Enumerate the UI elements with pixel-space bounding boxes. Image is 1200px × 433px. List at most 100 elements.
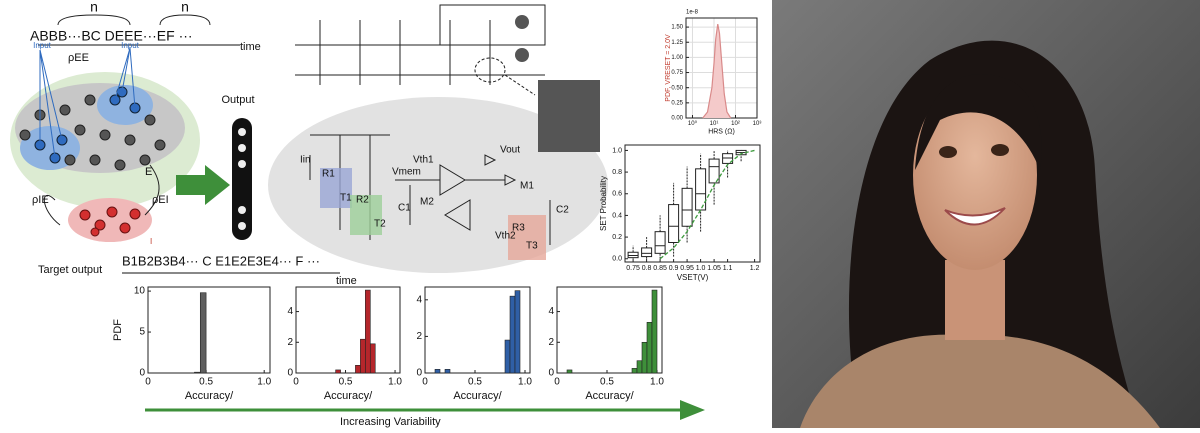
axes-frame — [624, 144, 761, 263]
box — [627, 251, 639, 259]
y-tick-label: 1.00 — [671, 55, 683, 61]
x-tick-label: 1.0 — [696, 265, 706, 272]
histogram-bar — [514, 290, 521, 374]
histogram-bar — [646, 322, 653, 374]
rho-ie-label: ρIE — [32, 194, 49, 206]
axes-frame — [424, 286, 531, 374]
circuit-label: Vth1 — [413, 155, 434, 166]
circuit-label: T2 — [374, 219, 386, 230]
box — [668, 204, 680, 243]
fit-line — [659, 149, 755, 260]
x-tick-label: 10³ — [753, 121, 762, 127]
n-label: n — [90, 0, 98, 15]
circuit-label: C2 — [556, 205, 569, 216]
output-label: Output — [221, 94, 254, 106]
x-tick-label: 0.5 — [339, 377, 353, 388]
axes-frame — [295, 286, 401, 374]
y-tick-label: 0.75 — [671, 70, 683, 76]
y-axis-label: SET Probability — [599, 176, 608, 231]
histogram-bar — [360, 338, 366, 374]
y-tick-label: 0.4 — [612, 212, 622, 219]
box — [722, 153, 734, 164]
circuit-label: M2 — [420, 197, 434, 208]
y-tick-label: 1.25 — [671, 40, 683, 46]
line — [702, 23, 732, 119]
circuit-label: Vmem — [392, 167, 421, 178]
variability-label: Increasing Variability — [340, 416, 441, 428]
circuit-label: R2 — [356, 195, 369, 206]
histogram-bar — [444, 369, 451, 374]
histogram-bar — [434, 369, 441, 374]
x-tick-label: 10² — [731, 121, 740, 127]
y-axis-label: PDF, VRESET = 2.0V — [665, 34, 672, 102]
box — [641, 247, 653, 258]
x-tick-label: 1.0 — [257, 377, 271, 388]
histogram-bar — [651, 289, 658, 374]
histogram-bar — [199, 292, 207, 374]
histogram-bar — [355, 365, 361, 374]
x-tick-label: 0.75 — [626, 265, 640, 272]
line-area — [702, 24, 731, 118]
y-tick-label: 1.0 — [612, 147, 622, 154]
histogram-bar — [335, 369, 341, 374]
histogram-bar — [369, 343, 376, 374]
circuit-label: Iin — [300, 155, 311, 166]
x-tick-label: 1.0 — [388, 377, 402, 388]
box — [654, 231, 666, 254]
n-label: n — [181, 0, 189, 15]
x-tick-label: 10⁰ — [688, 120, 698, 127]
x-tick-label: 1.2 — [750, 265, 760, 272]
x-axis-label: VSET(V) — [677, 273, 709, 282]
histogram-bar — [641, 341, 648, 374]
histogram-bar — [504, 339, 511, 374]
input-label: Input — [33, 41, 52, 50]
y-tick-label: 2 — [416, 331, 422, 342]
histogram-bar — [194, 371, 201, 374]
y-tick-label: 4 — [287, 306, 293, 317]
portrait-photo — [772, 0, 1200, 428]
x-tick-label: 0.5 — [600, 377, 614, 388]
histogram-bar — [509, 295, 516, 374]
circuit-label: C1 — [398, 203, 411, 214]
y-tick-label: 5 — [139, 327, 145, 338]
input-label: Input — [121, 41, 140, 50]
histogram-bar — [636, 360, 643, 374]
target-sequence: B1B2B3B4··· C E1E2E3E4··· F ··· — [122, 253, 320, 268]
x-tick-label: 0.8 — [642, 265, 652, 272]
x-tick-label: 0 — [293, 377, 299, 388]
y-tick-label: 1.50 — [671, 25, 683, 31]
x-tick-label: 1.0 — [518, 377, 532, 388]
x-axis-label: Accuracy/ — [453, 390, 502, 402]
histogram-bar — [365, 289, 371, 374]
y-tick-label: 0 — [548, 368, 554, 379]
x-tick-label: 0 — [145, 377, 151, 388]
y-tick-label: 0 — [416, 368, 422, 379]
y-tick-label: 0.8 — [612, 169, 622, 176]
y-tick-label: 0.25 — [671, 100, 683, 106]
x-tick-label: 1.05 — [707, 265, 721, 272]
histogram-bar — [566, 369, 573, 374]
box — [708, 158, 720, 184]
x-tick-label: 0.5 — [468, 377, 482, 388]
x-tick-label: 1.0 — [650, 377, 664, 388]
circuit-label: R1 — [322, 169, 335, 180]
y-tick-label: 4 — [548, 306, 554, 317]
circuit-label: M1 — [520, 181, 534, 192]
y-tick-label: 0 — [139, 368, 145, 379]
circuit-label: Vout — [500, 145, 520, 156]
y-tick-label: 0.00 — [671, 116, 683, 122]
sequence-label: ABBB···BC DEEE···EF ··· — [30, 28, 193, 44]
x-tick-label: 0 — [422, 377, 428, 388]
axes-frame — [147, 286, 271, 374]
offset-label: 1e-8 — [686, 10, 699, 16]
axes-frame — [556, 286, 663, 374]
rho-ee-label: ρEE — [68, 52, 89, 64]
circuit-label: Vth2 — [495, 231, 516, 242]
x-tick-label: 0.5 — [199, 377, 213, 388]
y-tick-label: 0.6 — [612, 191, 622, 198]
y-tick-label: 2 — [287, 337, 293, 348]
box — [681, 187, 693, 227]
circuit-label: T3 — [526, 241, 538, 252]
histogram-bar — [631, 368, 638, 374]
